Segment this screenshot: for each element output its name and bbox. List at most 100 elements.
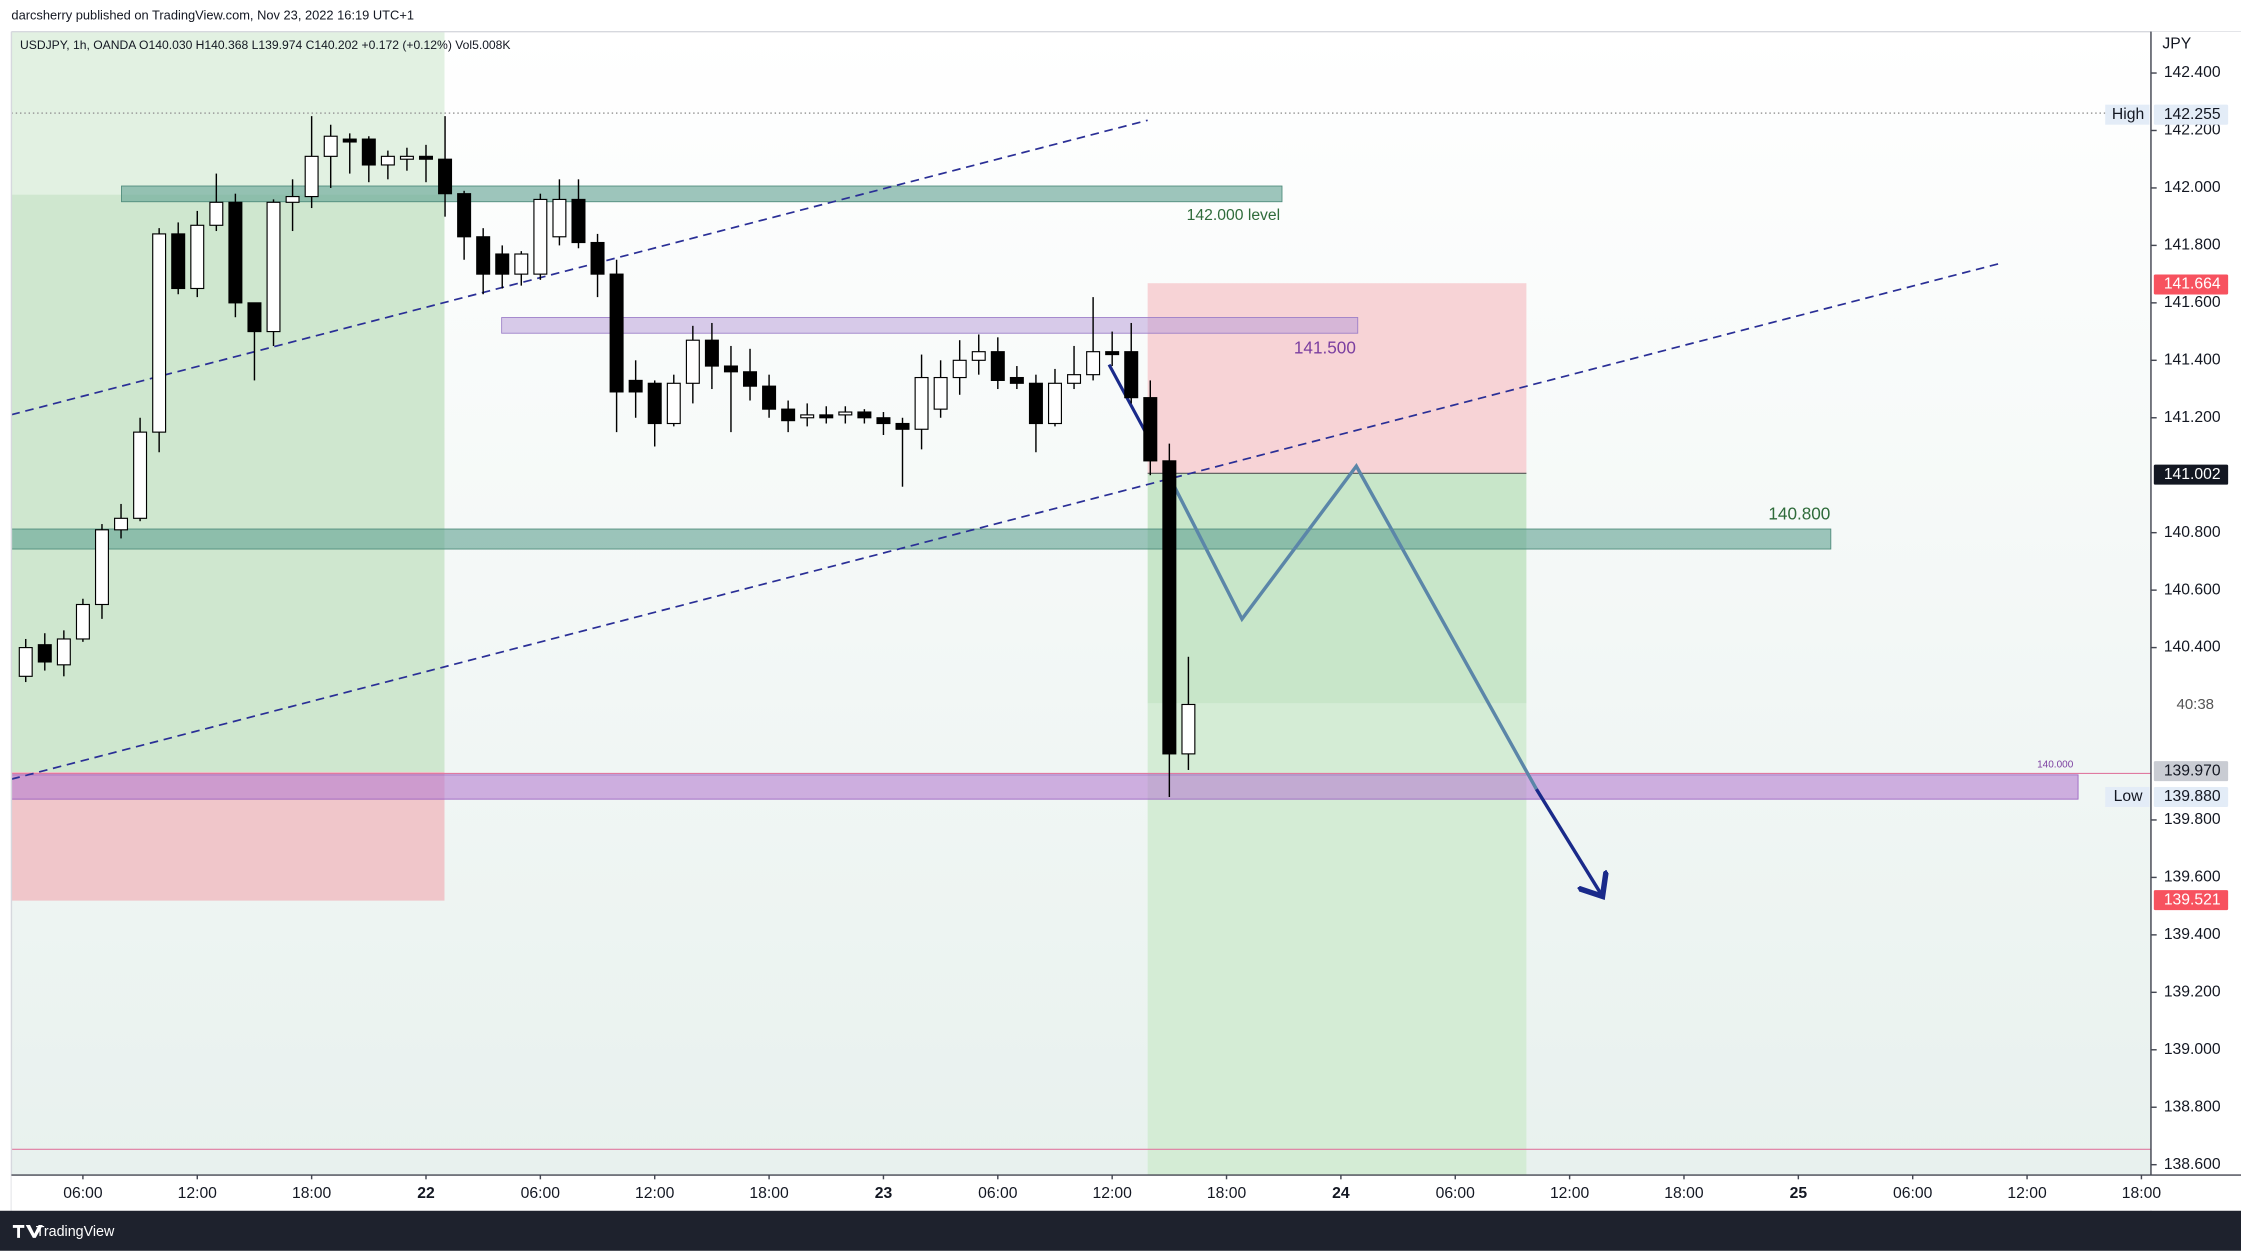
candle-body (152, 233, 167, 433)
candle-body (1009, 376, 1024, 384)
candle-body (933, 376, 948, 410)
tag-name-bg (2105, 104, 2150, 125)
tag-name-bg (2105, 786, 2150, 807)
candle-body (819, 414, 834, 419)
x-tick-label: 12:00 (1550, 1185, 1590, 1202)
annotation: 140.800 (1768, 503, 1830, 523)
candles (18, 116, 1196, 797)
candle-body (762, 385, 777, 410)
y-tick-label: 139.200 (2164, 983, 2221, 1000)
candle-body (571, 198, 586, 244)
target-zone (1147, 703, 1527, 1176)
y-tick-label: 140.600 (2164, 581, 2221, 598)
candle-body (266, 201, 281, 333)
candle-body (457, 193, 472, 238)
countdown: 40:38 (2176, 696, 2214, 713)
y-tick-label: 139.000 (2164, 1041, 2221, 1058)
x-tick-label: 23 (875, 1185, 893, 1202)
candle-body (399, 155, 414, 160)
price-tag (2153, 786, 2229, 807)
x-tick-label: 22 (417, 1185, 435, 1202)
candle-body (895, 422, 910, 430)
y-tick-label: 141.800 (2164, 237, 2221, 254)
x-tick-label: 06:00 (63, 1185, 103, 1202)
x-tick-label: 18:00 (292, 1185, 332, 1202)
candle-body (1028, 382, 1043, 425)
zone-1408 (11, 528, 1832, 550)
candle-body (304, 155, 319, 198)
candle-body (1143, 397, 1158, 462)
x-tick-label: 18:00 (2122, 1185, 2162, 1202)
candle-body (1124, 351, 1139, 399)
candle-body (247, 302, 262, 333)
candle-body (418, 155, 433, 160)
y-tick-label: 139.600 (2164, 869, 2221, 886)
y-tick-label: 138.800 (2164, 1098, 2221, 1115)
candle-body (666, 382, 681, 425)
candle-body (171, 233, 186, 290)
candle-body (514, 253, 529, 275)
y-tick-label: 139.400 (2164, 926, 2221, 943)
candle-body (323, 135, 338, 157)
channel-line (11, 119, 1148, 416)
candle-body (876, 417, 891, 425)
candle-body (438, 158, 453, 195)
x-tick-label: 12:00 (635, 1185, 675, 1202)
candle-body (1162, 460, 1177, 755)
candle-body (1047, 382, 1062, 425)
annotation: 140.000 (2037, 759, 2074, 770)
price-tag-label: 139.880 (2164, 788, 2221, 805)
time-axis (11, 1175, 2241, 1211)
x-tick-label: 12:00 (2007, 1185, 2047, 1202)
y-tick-label: 142.400 (2164, 64, 2221, 81)
zone-142 (121, 185, 1283, 203)
price-tag-label: 142.255 (2164, 106, 2221, 123)
price-tag-label: 139.970 (2164, 762, 2221, 779)
candle-body (552, 198, 567, 238)
candle-body (533, 198, 548, 275)
price-axis (2150, 31, 2241, 1211)
candle-body (380, 155, 395, 166)
candle-body (609, 273, 624, 393)
x-tick-label: 06:00 (1893, 1185, 1933, 1202)
annotation: 141.500 (1294, 337, 1356, 357)
tag-name: High (2112, 106, 2144, 123)
price-tag (2153, 464, 2229, 485)
candle-body (209, 201, 224, 226)
x-tick-label: 18:00 (749, 1185, 789, 1202)
projection-path (1167, 462, 1538, 790)
x-tick-label: 06:00 (1436, 1185, 1476, 1202)
x-tick-label: 06:00 (521, 1185, 561, 1202)
candle-body (476, 236, 491, 275)
zone (11, 194, 445, 772)
candle-body (1181, 703, 1196, 755)
zone-1415 (501, 317, 1359, 334)
price-tag-label: 141.002 (2164, 466, 2221, 483)
logo (12, 1225, 43, 1238)
annotation: 142.000 level (1187, 207, 1281, 224)
y-tick-label: 141.200 (2164, 409, 2221, 426)
candle-body (838, 411, 853, 416)
x-tick-label: 06:00 (978, 1185, 1018, 1202)
x-tick-label: 12:00 (1092, 1185, 1132, 1202)
price-tag-label: 139.521 (2164, 891, 2221, 908)
y-tick-label: 142.000 (2164, 179, 2221, 196)
y-tick-label: 141.600 (2164, 294, 2221, 311)
top-bar (0, 0, 2241, 32)
publisher: darcsherry published on TradingView.com,… (11, 7, 414, 22)
x-tick-label: 12:00 (178, 1185, 218, 1202)
candle-body (685, 339, 700, 384)
currency: JPY (2162, 36, 2191, 53)
price-tag (2153, 890, 2229, 911)
candle-body (914, 376, 929, 430)
y-tick-label: 140.400 (2164, 639, 2221, 656)
target-zone (1147, 473, 1527, 704)
y-tick-label: 142.200 (2164, 122, 2221, 139)
arrow-line (1107, 363, 1150, 437)
candle-body (285, 195, 300, 203)
candle-body (228, 201, 243, 304)
candle-body (704, 339, 719, 367)
candle-body (800, 414, 815, 419)
price-tag-label: 141.664 (2164, 276, 2221, 293)
tag-name: Low (2114, 788, 2143, 805)
